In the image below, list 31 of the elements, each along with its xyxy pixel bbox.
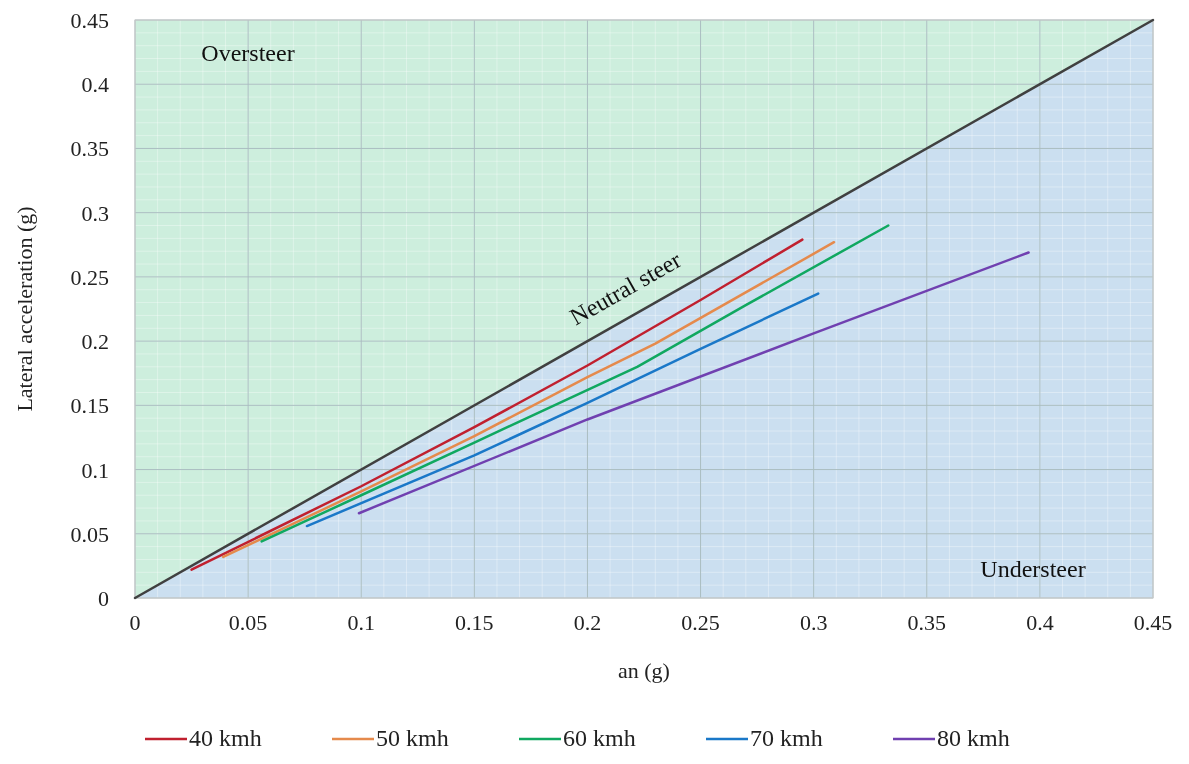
y-tick-label: 0.1 [81,457,109,483]
annotation: Oversteer [201,39,295,66]
x-tick-label: 0.3 [799,610,828,635]
y-tick-label: 0.2 [81,329,109,355]
y-tick-label: 0.05 [70,521,109,547]
y-tick-label: 0.25 [70,264,109,290]
line-series [357,251,1030,515]
x-tick-label: 0.45 [1133,610,1173,635]
y-tick-label: 0.45 [70,8,109,33]
legend-label: 70 kmh [750,725,823,751]
x-tick-label: 0.25 [681,610,720,635]
y-tick-label: 0.35 [70,136,109,162]
legend-label: 40 kmh [189,725,262,751]
y-tick-label: 0.15 [70,393,109,419]
y-axis-title: Lateral acceleration (g) [12,206,37,412]
x-axis-title: an (g) [618,658,670,683]
y-tick-label: 0.4 [81,72,109,98]
x-tick-label: 0.2 [573,610,602,635]
y-tick-label: 0.3 [81,200,109,226]
x-tick-label: 0.1 [347,610,375,635]
x-tick-label: 0.4 [1026,610,1054,635]
legend-label: 80 kmh [937,725,1010,751]
x-tick-label: 0 [129,610,141,635]
legend-label: 50 kmh [376,725,449,751]
x-tick-label: 0.15 [455,610,494,635]
line-series [260,224,890,543]
x-tick-label: 0.35 [907,610,947,635]
annotation: Understeer [980,555,1086,582]
x-tick-label: 0.05 [228,610,268,635]
legend-label: 60 kmh [563,725,636,751]
y-tick-label: 0 [98,586,109,611]
